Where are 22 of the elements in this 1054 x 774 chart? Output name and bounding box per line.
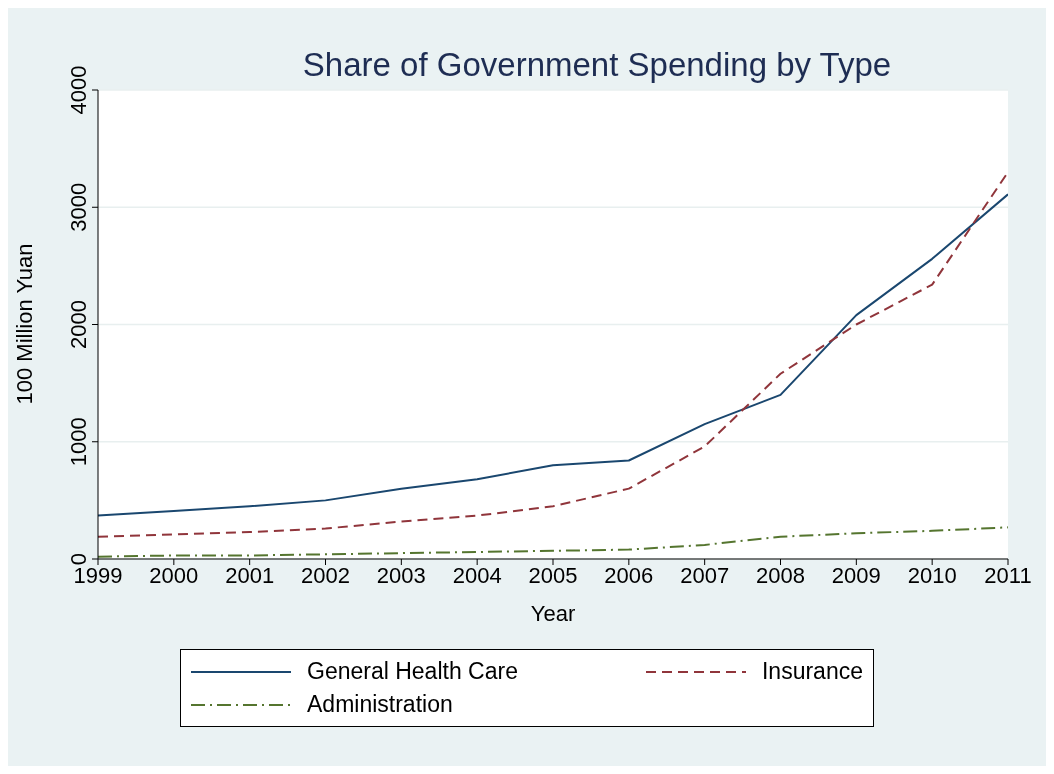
x-tick-label: 2001: [225, 562, 275, 588]
y-tick-label: 3000: [66, 182, 91, 232]
x-tick-label: 2008: [756, 562, 805, 588]
x-tick-label: 2011: [984, 562, 1032, 588]
y-tick-label: 1000: [66, 417, 91, 467]
x-tick-label: 2003: [376, 562, 426, 588]
x-tick-label: 2004: [452, 562, 502, 588]
y-tick-label: 2000: [66, 300, 91, 349]
x-axis-title: Year: [530, 601, 576, 626]
legend-label: Insurance: [761, 658, 863, 685]
x-tick-label: 2002: [301, 562, 350, 588]
x-tick-label: 2000: [149, 562, 199, 588]
x-tick-label: 2005: [528, 562, 578, 588]
y-tick-label: 4000: [66, 65, 91, 115]
x-tick-label: 2006: [604, 562, 654, 588]
legend-label: Administration: [307, 691, 453, 718]
x-tick-label: 2010: [907, 562, 957, 588]
x-tick-label: 2007: [680, 562, 730, 588]
y-axis-title: 100 Million Yuan: [11, 243, 37, 405]
legend-label: General Health Care: [307, 658, 518, 685]
x-tick-label: 2009: [831, 562, 881, 588]
chart-title: Share of Government Spending by Type: [302, 46, 892, 83]
